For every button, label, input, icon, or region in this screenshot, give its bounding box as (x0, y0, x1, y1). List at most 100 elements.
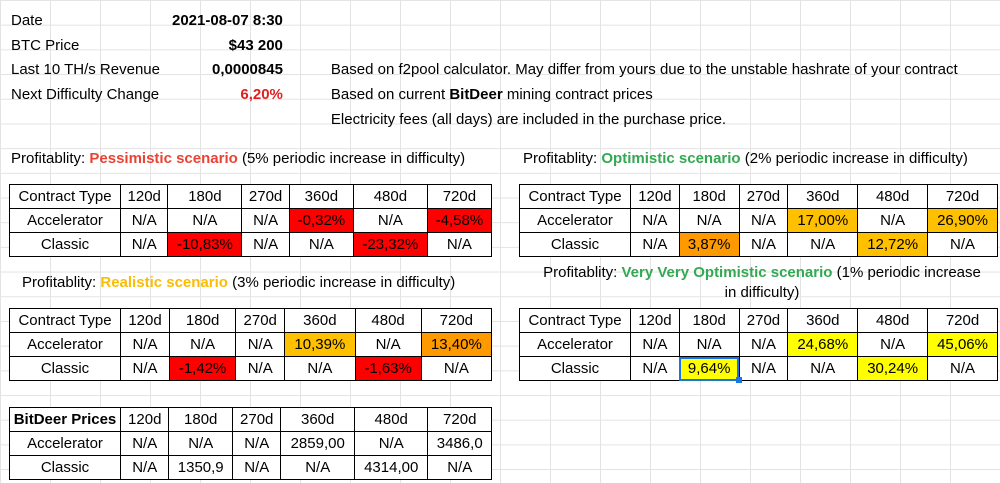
header-cell[interactable]: 120d (119, 308, 171, 333)
header-cell[interactable]: 120d (119, 407, 170, 432)
table-cell[interactable]: 13,40% (420, 332, 493, 357)
table-cell[interactable]: Classic (9, 455, 121, 480)
header-cell[interactable]: 360d (787, 184, 859, 209)
table-cell[interactable]: N/A (678, 332, 740, 357)
header-cell[interactable]: 180d (167, 184, 243, 209)
table-cell[interactable]: N/A (231, 455, 282, 480)
table-cell[interactable]: N/A (231, 431, 282, 456)
table-cell[interactable]: N/A (280, 455, 355, 480)
table-cell[interactable]: Accelerator (519, 208, 631, 233)
table-cell[interactable]: N/A (427, 455, 492, 480)
table-cell[interactable]: 45,06% (927, 332, 998, 357)
table-cell[interactable]: 4314,00 (353, 455, 429, 480)
table-cell[interactable]: N/A (119, 208, 169, 233)
header-cell[interactable]: 120d (630, 308, 680, 333)
header-cell[interactable]: 270d (241, 184, 290, 209)
table-cell[interactable]: N/A (241, 208, 290, 233)
btc-price-value[interactable]: $43 200 (228, 36, 283, 54)
table-cell[interactable]: N/A (169, 332, 237, 357)
table-cell[interactable]: -0,32% (288, 208, 354, 233)
table-cell[interactable]: -10,83% (167, 232, 243, 257)
date-value[interactable]: 2021-08-07 8:30 (171, 11, 283, 29)
date-label[interactable]: Date (11, 11, 43, 29)
table-cell[interactable]: 24,68% (787, 332, 859, 357)
header-cell[interactable]: 480d (353, 407, 429, 432)
header-cell[interactable]: 180d (678, 184, 740, 209)
table-cell[interactable]: N/A (288, 232, 354, 257)
table-cell[interactable]: N/A (630, 332, 680, 357)
table-cell[interactable]: N/A (353, 431, 429, 456)
table-cell[interactable]: N/A (857, 332, 929, 357)
table-cell[interactable]: N/A (235, 332, 286, 357)
header-cell[interactable]: 360d (787, 308, 859, 333)
table-cell[interactable]: N/A (119, 356, 171, 381)
table-cell[interactable]: -1,42% (169, 356, 237, 381)
table-cell[interactable]: N/A (119, 431, 170, 456)
table-cell[interactable]: Accelerator (9, 431, 121, 456)
header-cell[interactable]: 360d (284, 308, 356, 333)
table-cell[interactable]: Classic (9, 356, 121, 381)
table-cell[interactable]: 3,87% (678, 232, 740, 257)
fees-note[interactable]: Electricity fees (all days) are included… (330, 110, 727, 128)
table-cell[interactable]: 10,39% (284, 332, 356, 357)
table-cell[interactable]: N/A (630, 356, 680, 381)
table-cell[interactable]: N/A (241, 232, 290, 257)
table-cell[interactable]: N/A (927, 232, 998, 257)
header-cell[interactable]: 360d (280, 407, 355, 432)
table-cell[interactable]: N/A (354, 332, 422, 357)
table-cell[interactable]: N/A (420, 356, 493, 381)
table-cell[interactable]: N/A (235, 356, 286, 381)
table-cell[interactable]: N/A (630, 232, 680, 257)
header-cell[interactable]: Contract Type (9, 308, 121, 333)
header-cell[interactable]: 270d (738, 308, 789, 333)
table-cell[interactable]: 1350,9 (168, 455, 233, 480)
very-optimistic-title[interactable]: Profitablity: Very Very Optimistic scena… (543, 264, 981, 301)
header-cell[interactable]: 720d (927, 308, 998, 333)
table-cell[interactable]: 26,90% (927, 208, 998, 233)
table-cell[interactable]: Classic (519, 356, 631, 381)
table-cell[interactable]: -4,58% (426, 208, 493, 233)
revenue-label[interactable]: Last 10 TH/s Revenue (11, 61, 160, 79)
table-cell[interactable]: N/A (119, 232, 169, 257)
revenue-note[interactable]: Based on f2pool calculator. May differ f… (330, 61, 958, 79)
header-cell[interactable]: 480d (857, 308, 929, 333)
table-cell[interactable]: N/A (927, 356, 998, 381)
table-cell[interactable]: N/A (119, 455, 170, 480)
table-cell[interactable]: Classic (519, 232, 631, 257)
table-cell[interactable]: Accelerator (9, 208, 121, 233)
table-cell[interactable]: N/A (787, 232, 859, 257)
table-cell[interactable]: 2859,00 (280, 431, 355, 456)
realistic-title[interactable]: Profitablity: Realistic scenario (3% per… (22, 274, 456, 291)
table-cell[interactable]: Accelerator (519, 332, 631, 357)
header-cell[interactable]: 720d (426, 184, 493, 209)
table-cell[interactable]: -23,32% (352, 232, 428, 257)
fill-handle[interactable] (735, 377, 742, 383)
difficulty-note[interactable]: Based on current BitDeer mining contract… (330, 85, 653, 103)
header-cell[interactable]: 480d (354, 308, 422, 333)
header-cell[interactable]: 180d (678, 308, 740, 333)
header-cell[interactable]: BitDeer Prices (9, 407, 121, 432)
table-cell[interactable]: 3486,0 (427, 431, 492, 456)
btc-price-label[interactable]: BTC Price (11, 36, 80, 54)
table-cell[interactable]: N/A (787, 356, 859, 381)
header-cell[interactable]: Contract Type (519, 184, 631, 209)
header-cell[interactable]: 480d (352, 184, 428, 209)
table-cell[interactable]: N/A (167, 208, 243, 233)
header-cell[interactable]: 270d (738, 184, 789, 209)
header-cell[interactable]: 720d (420, 308, 493, 333)
header-cell[interactable]: 270d (235, 308, 286, 333)
table-cell[interactable]: N/A (738, 232, 789, 257)
difficulty-label[interactable]: Next Difficulty Change (11, 85, 160, 103)
table-cell[interactable]: N/A (630, 208, 680, 233)
table-cell[interactable]: N/A (857, 208, 929, 233)
header-cell[interactable]: 180d (169, 308, 237, 333)
table-cell[interactable]: 12,72% (857, 232, 929, 257)
table-cell[interactable]: N/A (284, 356, 356, 381)
revenue-value[interactable]: 0,0000845 (212, 61, 283, 79)
header-cell[interactable]: 120d (119, 184, 169, 209)
table-cell[interactable]: N/A (738, 332, 789, 357)
table-cell[interactable]: 30,24% (857, 356, 929, 381)
table-cell[interactable]: N/A (426, 232, 493, 257)
table-cell[interactable]: N/A (168, 431, 233, 456)
table-cell[interactable]: N/A (678, 208, 740, 233)
